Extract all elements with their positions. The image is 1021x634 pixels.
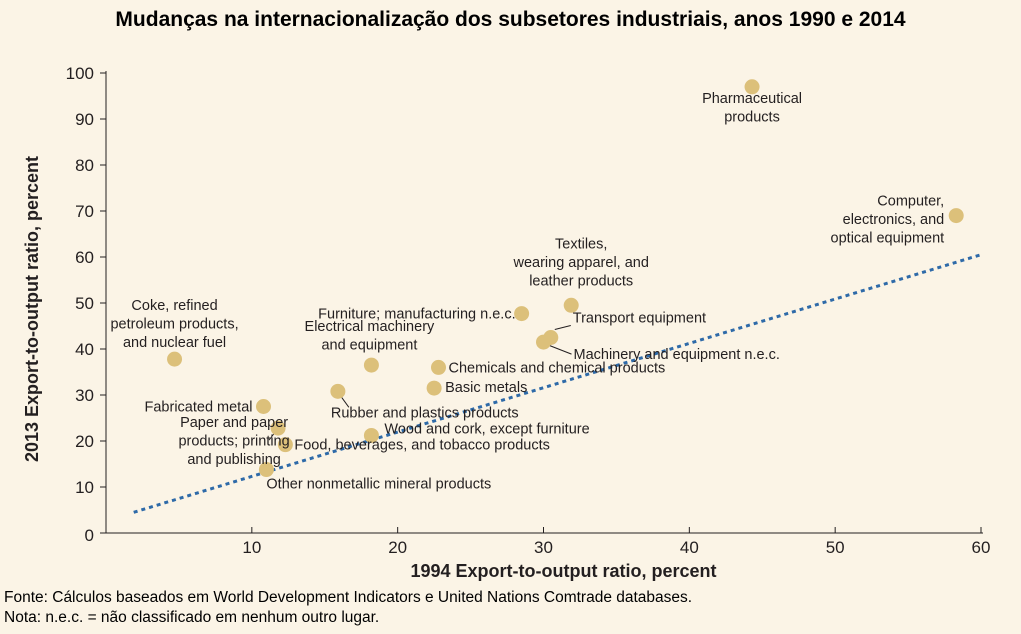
- point-label: Pharmaceutical products: [702, 91, 802, 126]
- x-tick-label: 40: [680, 538, 699, 557]
- footer: Fonte: Cálculos baseados em World Develo…: [4, 588, 692, 628]
- y-tick-label: 100: [66, 64, 94, 83]
- point-label: Wood and cork, except furniture: [384, 421, 589, 437]
- x-axis-title: 1994 Export-to-output ratio, percent: [410, 561, 716, 581]
- y-tick-label: 70: [75, 202, 94, 221]
- data-point: [536, 334, 551, 350]
- leader-line: [548, 344, 572, 355]
- data-point: [167, 351, 183, 367]
- x-tick-label: 50: [826, 538, 845, 557]
- leader-line: [554, 325, 571, 330]
- y-tick-label: 10: [75, 478, 94, 497]
- point-label: Chemicals and chemical products: [449, 360, 666, 376]
- data-points: [167, 79, 964, 478]
- x-tick-label: 20: [388, 538, 407, 557]
- data-point: [277, 437, 293, 453]
- y-tick-label: 40: [75, 340, 94, 359]
- x-tick-label: 10: [242, 538, 261, 557]
- trend-line: [133, 253, 982, 514]
- data-point: [256, 399, 271, 414]
- point-label: Other nonmetallic mineral products: [266, 477, 491, 493]
- point-label: Paper and paper products; printing and pub…: [178, 415, 289, 468]
- data-point: [426, 380, 442, 396]
- y-tick-label: 0: [85, 526, 94, 545]
- point-label: Food, beverages, and tobacco products: [294, 438, 550, 454]
- point-label: Computer, electronics, and optical equipme…: [831, 194, 945, 247]
- point-label: Furniture; manufacturing n.e.c.: [318, 307, 515, 323]
- axes: 0 10 20 30 40 50 60 70 80 90 100 10 20 30 40 50 60: [66, 64, 991, 557]
- x-tick-label: 30: [534, 538, 553, 557]
- point-label: Textiles, wearing apparel, and leather pro…: [512, 236, 648, 289]
- data-point: [258, 462, 274, 478]
- x-tick-label: 60: [972, 538, 991, 557]
- point-label: Transport equipment: [573, 311, 706, 327]
- data-point: [431, 359, 446, 375]
- data-point: [514, 306, 530, 322]
- point-label: Machinery and equipment n.e.c.: [574, 347, 780, 363]
- leader-line: [340, 396, 350, 408]
- point-label: Fabricated metal: [145, 400, 253, 416]
- point-label: Basic metals: [445, 380, 527, 396]
- point-label: Rubber and plastics products: [331, 405, 519, 421]
- data-point: [330, 383, 346, 399]
- y-tick-label: 80: [75, 156, 94, 175]
- chart-title: Mudanças na internacionalização dos subs…: [115, 8, 906, 31]
- data-point: [563, 297, 579, 313]
- data-point: [363, 357, 379, 373]
- definition-note: Nota: n.e.c. = não classificado em nenhu…: [4, 609, 380, 626]
- point-labels: Pharmaceutical products Computer, electroni…: [110, 91, 944, 493]
- y-tick-label: 30: [75, 386, 94, 405]
- y-axis-title: 2013 Export-to-output ratio, percent: [22, 156, 42, 462]
- data-point: [363, 427, 379, 443]
- trendline: [133, 253, 982, 514]
- y-tick-label: 60: [75, 248, 94, 267]
- scatter-chart: 0 10 20 30 40 50 60 70 80 90 100 10 20 30 40 50 60 Pharm…: [22, 64, 991, 581]
- data-point: [744, 79, 760, 95]
- point-label: Coke, refined petroleum products, and nucl…: [110, 298, 238, 351]
- y-tick-label: 20: [75, 432, 94, 451]
- source-note: Fonte: Cálculos baseados em World Develo…: [4, 589, 693, 606]
- data-point: [948, 208, 964, 224]
- data-point: [270, 420, 286, 436]
- y-tick-label: 50: [75, 294, 94, 313]
- point-label: Electrical machinery and equipment: [305, 319, 435, 354]
- y-tick-label: 90: [75, 110, 94, 129]
